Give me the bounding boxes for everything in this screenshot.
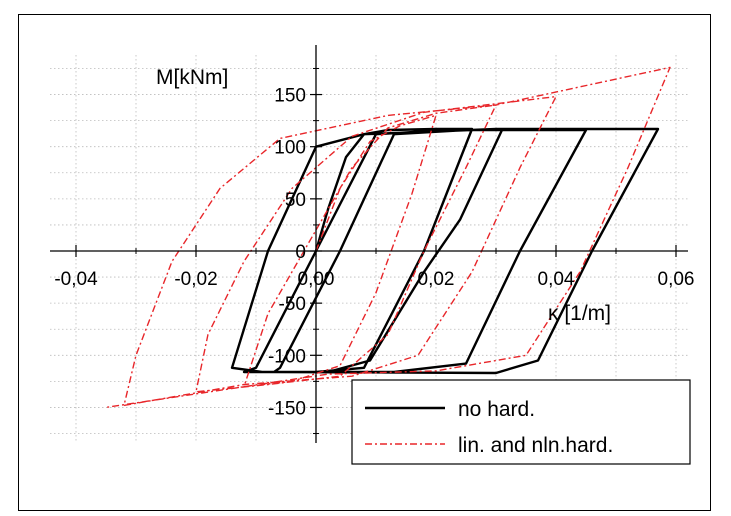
tick-layer: -0,04 -0,02 0,00 0,02 0,04 0,06 -150 -100 -50 0 50… [54,67,695,435]
x-tick-label: 0,00 [298,269,335,290]
axis-layer [50,45,688,443]
y-tick-label: -150 [268,398,306,419]
x-tick-label: 0,02 [418,269,455,290]
legend: no hard. lin. and nln.hard. [351,379,691,465]
y-tick-label: -100 [268,346,306,367]
series-lin-nln-hard [105,66,671,409]
x-tick-label: 0,06 [658,269,695,290]
y-tick-label: 0 [295,242,306,263]
legend-box [351,379,691,465]
series-no-hard [230,127,660,375]
y-tick-label: 150 [274,86,306,107]
y-tick-label: -50 [279,294,306,315]
series-layer [105,66,671,409]
y-axis-label: M[kNm] [156,66,228,89]
legend-label-no-hard: no hard. [458,398,535,421]
x-axis-label: κ [1/m] [548,302,611,325]
x-tick-label: 0,04 [538,269,575,290]
legend-label-lin-nln-hard: lin. and nln.hard. [458,434,613,457]
x-tick-label: -0,04 [54,269,98,290]
x-tick-label: -0,02 [174,269,217,290]
y-tick-label: 100 [274,138,306,159]
y-tick-label: 50 [285,190,306,211]
